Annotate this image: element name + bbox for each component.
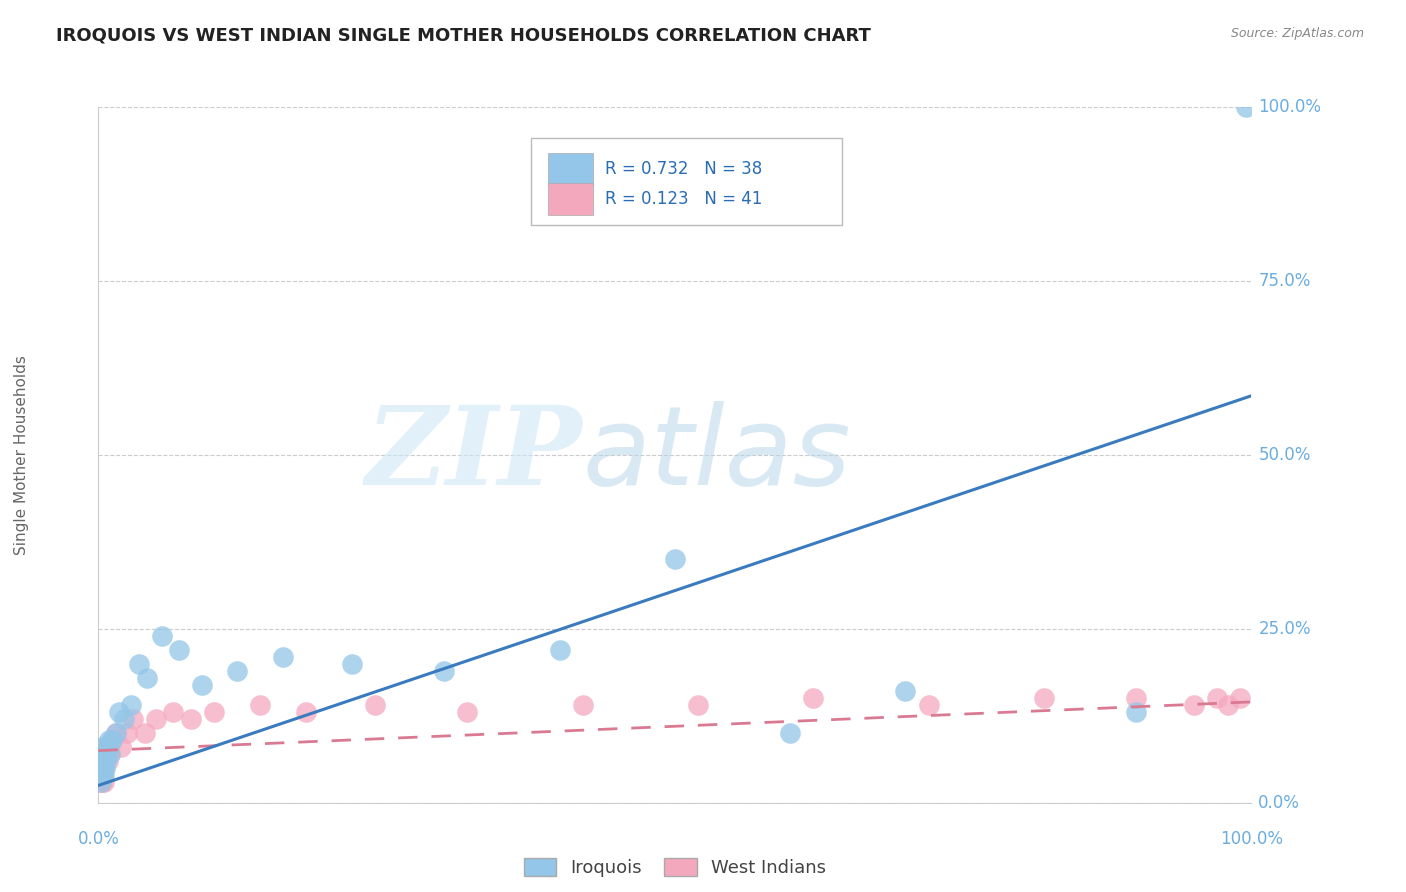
West Indians [122,712,145,726]
Iroquois [93,768,115,782]
Iroquois [894,684,917,698]
West Indians [571,698,593,713]
West Indians [90,761,112,775]
Iroquois [548,642,571,657]
Iroquois [664,552,686,566]
Text: 100.0%: 100.0% [1258,98,1322,116]
Iroquois [90,747,112,761]
Text: 75.0%: 75.0% [1258,272,1310,290]
West Indians [1218,698,1240,713]
Iroquois [225,664,247,678]
Iroquois [271,649,294,664]
West Indians [686,698,709,713]
West Indians [93,775,115,789]
Iroquois [90,775,112,789]
West Indians [91,754,114,768]
Iroquois [120,698,142,713]
Iroquois [89,754,111,768]
Text: ZIP: ZIP [366,401,582,508]
Text: Source: ZipAtlas.com: Source: ZipAtlas.com [1230,27,1364,40]
West Indians [93,761,115,775]
West Indians [1182,698,1205,713]
Iroquois [108,706,131,720]
Iroquois [93,754,115,768]
Iroquois [97,733,120,747]
Iroquois [135,671,157,685]
West Indians [145,712,167,726]
West Indians [180,712,202,726]
Iroquois [90,740,112,755]
West Indians [1229,691,1251,706]
West Indians [89,775,111,789]
West Indians [162,706,184,720]
Iroquois [433,664,456,678]
Iroquois [779,726,801,740]
West Indians [90,747,112,761]
West Indians [96,740,118,755]
Iroquois [104,726,127,740]
Iroquois [90,754,112,768]
Iroquois [97,740,120,755]
Iroquois [91,747,114,761]
Iroquois [128,657,150,671]
Iroquois [91,761,114,775]
Iroquois [150,629,173,643]
Iroquois [101,733,124,747]
West Indians [90,768,112,782]
Iroquois [1125,706,1147,720]
Text: 100.0%: 100.0% [1220,830,1282,847]
Iroquois [89,768,111,782]
Text: 25.0%: 25.0% [1258,620,1310,638]
FancyBboxPatch shape [548,153,593,185]
Iroquois [98,747,121,761]
Iroquois [167,642,190,657]
West Indians [134,726,156,740]
Iroquois [94,747,117,761]
West Indians [249,698,271,713]
West Indians [94,754,117,768]
FancyBboxPatch shape [548,183,593,215]
Iroquois [191,677,214,691]
Legend: Iroquois, West Indians: Iroquois, West Indians [516,851,834,884]
West Indians [110,740,132,755]
Text: Single Mother Households: Single Mother Households [14,355,28,555]
Iroquois [1234,100,1257,114]
West Indians [90,754,112,768]
Iroquois [112,712,135,726]
West Indians [97,740,120,755]
Text: IROQUOIS VS WEST INDIAN SINGLE MOTHER HOUSEHOLDS CORRELATION CHART: IROQUOIS VS WEST INDIAN SINGLE MOTHER HO… [56,27,872,45]
West Indians [801,691,824,706]
Iroquois [90,768,112,782]
West Indians [89,761,111,775]
Iroquois [94,761,117,775]
West Indians [364,698,387,713]
West Indians [101,733,124,747]
West Indians [117,726,138,740]
West Indians [94,747,117,761]
West Indians [91,768,114,782]
West Indians [97,754,120,768]
Text: 50.0%: 50.0% [1258,446,1310,464]
West Indians [104,726,127,740]
Text: 0.0%: 0.0% [1258,794,1301,812]
West Indians [98,747,121,761]
Iroquois [96,754,118,768]
West Indians [1125,691,1147,706]
Iroquois [90,761,112,775]
Text: R = 0.123   N = 41: R = 0.123 N = 41 [605,190,762,208]
Iroquois [340,657,363,671]
West Indians [917,698,939,713]
West Indians [1205,691,1227,706]
Text: R = 0.732   N = 38: R = 0.732 N = 38 [605,160,762,178]
West Indians [90,775,112,789]
West Indians [456,706,478,720]
Text: atlas: atlas [582,401,851,508]
Text: 0.0%: 0.0% [77,830,120,847]
FancyBboxPatch shape [530,138,842,226]
West Indians [202,706,225,720]
West Indians [295,706,318,720]
West Indians [1032,691,1054,706]
